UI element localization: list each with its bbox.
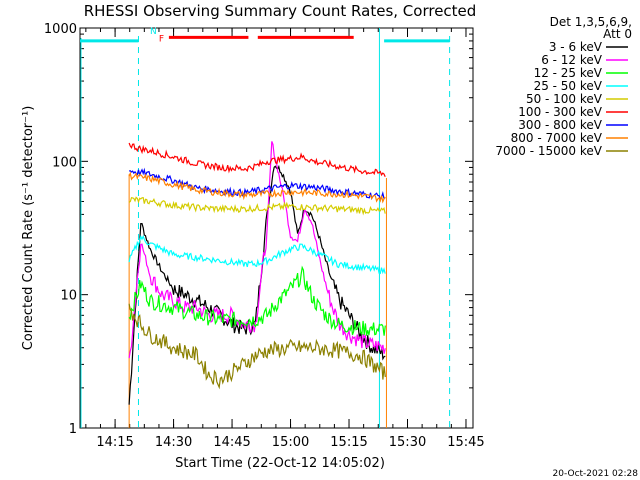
series-line-3: [128, 234, 386, 275]
legend-label-7: 800 - 7000 keV: [511, 131, 603, 145]
legend-label-0: 3 - 6 keV: [549, 40, 603, 54]
y-tick-labels: 1 10 100 1000: [44, 22, 77, 437]
series-line-7: [128, 171, 386, 204]
legend-label-3: 25 - 50 keV: [534, 79, 603, 93]
x-axis-label: Start Time (22-Oct-12 14:05:02): [175, 456, 385, 471]
legend-label-2: 12 - 25 keV: [534, 66, 603, 80]
flag-label-0: F: [159, 34, 164, 44]
x-tick-label: 15:00: [272, 435, 309, 450]
legend-label-6: 300 - 800 keV: [518, 118, 602, 132]
legend-label-5: 100 - 300 keV: [518, 105, 602, 119]
x-tick-label: 15:45: [447, 435, 484, 450]
plot-border: [79, 27, 474, 429]
axis-ticks: [80, 27, 473, 429]
series-line-4: [128, 196, 386, 216]
flag-label-2: N: [150, 27, 157, 37]
y-tick-label: 1: [69, 422, 77, 437]
flag-bars: FN: [80, 27, 450, 44]
y-tick-label: 100: [52, 155, 77, 170]
x-tick-label: 14:15: [96, 435, 133, 450]
x-tick-label: 15:15: [330, 435, 367, 450]
series-line-5: [128, 142, 386, 177]
series-line-1: [128, 141, 386, 359]
plot-frame: [79, 27, 474, 429]
x-tick-label: 15:30: [389, 435, 426, 450]
legend-header-line1: Det 1,3,5,6,9,: [550, 15, 632, 29]
legend-label-4: 50 - 100 keV: [526, 92, 603, 106]
series-line-8: [128, 303, 386, 390]
legend-label-8: 7000 - 15000 keV: [495, 144, 602, 158]
y-tick-label: 1000: [44, 22, 77, 37]
time-markers: [80, 28, 451, 428]
x-tick-labels: 14:15 14:30 14:45 15:00 15:15 15:30 15:45: [96, 435, 484, 450]
x-tick-label: 14:30: [155, 435, 192, 450]
x-tick-label: 14:45: [213, 435, 250, 450]
chart-title: RHESSI Observing Summary Count Rates, Co…: [84, 2, 477, 20]
series-line-0: [128, 164, 386, 405]
legend-header-line2: Att 0: [603, 27, 632, 41]
legend-label-1: 6 - 12 keV: [541, 53, 603, 67]
series-line-2: [128, 265, 386, 336]
y-axis-label: Corrected Count Rate (s⁻¹ detector⁻¹): [21, 106, 36, 351]
series-layer: [128, 141, 386, 405]
y-tick-label: 10: [60, 289, 77, 304]
timestamp: 20-Oct-2021 02:28: [553, 469, 639, 479]
